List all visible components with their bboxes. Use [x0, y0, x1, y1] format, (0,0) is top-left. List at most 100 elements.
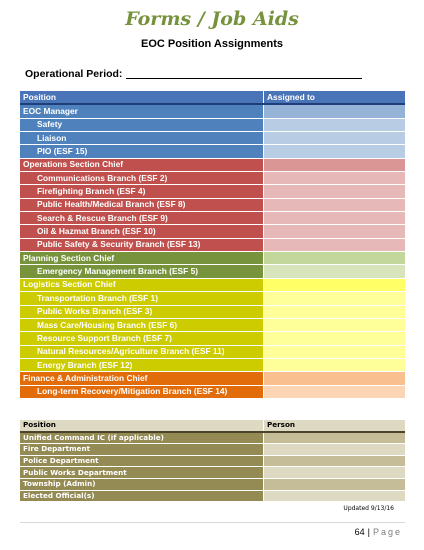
column-header-person: Person	[263, 420, 405, 433]
position-name: Planning Section Chief	[20, 251, 264, 266]
table-header-row: Position Assigned to	[20, 91, 405, 106]
person-cell[interactable]	[263, 455, 405, 468]
position-name: Public Safety & Security Branch (ESF 13)	[20, 238, 264, 253]
page-number: 64 | Page	[355, 527, 402, 537]
position-name: Unified Command IC (if applicable)	[20, 431, 264, 445]
table-row: Transportation Branch (ESF 1)	[20, 291, 405, 306]
table-row: Mass Care/Housing Branch (ESF 6)	[20, 318, 405, 333]
table-row: Logistics Section Chief	[20, 278, 405, 293]
position-name: EOC Manager	[20, 104, 264, 119]
table-row: Communications Branch (ESF 2)	[20, 171, 405, 186]
assigned-to-cell[interactable]	[263, 224, 405, 239]
table-row: Police Department	[20, 455, 405, 468]
column-header-position: Position	[20, 91, 264, 106]
position-name: Emergency Management Branch (ESF 5)	[20, 264, 264, 279]
operational-period-field[interactable]	[126, 78, 363, 79]
assigned-to-cell[interactable]	[263, 171, 405, 186]
table-row: Natural Resources/Agriculture Branch (ES…	[20, 345, 405, 359]
position-name: Firefighting Branch (ESF 4)	[20, 184, 264, 199]
assigned-to-cell[interactable]	[263, 104, 405, 119]
position-name: Resource Support Branch (ESF 7)	[20, 331, 264, 346]
table-row: Resource Support Branch (ESF 7)	[20, 331, 405, 346]
table-header-row: Position Person	[20, 420, 405, 433]
page-separator: |	[367, 527, 370, 537]
table-row: Public Works Branch (ESF 3)	[20, 305, 405, 319]
assigned-to-cell[interactable]	[263, 318, 405, 333]
assigned-to-cell[interactable]	[263, 345, 405, 359]
table-row: PIO (ESF 15)	[20, 144, 405, 159]
position-name: Elected Official(s)	[20, 490, 264, 503]
person-cell[interactable]	[263, 431, 405, 445]
assigned-to-cell[interactable]	[263, 331, 405, 346]
assigned-to-cell[interactable]	[263, 371, 405, 386]
position-name: Fire Department	[20, 443, 264, 456]
position-name: Natural Resources/Agriculture Branch (ES…	[20, 345, 264, 359]
page-title: Forms / Job Aids	[125, 8, 299, 30]
table-row: Liaison	[20, 131, 405, 146]
assigned-to-cell[interactable]	[263, 198, 405, 213]
person-cell[interactable]	[263, 478, 405, 491]
table-row: Public Works Department	[20, 466, 405, 479]
assigned-to-cell[interactable]	[263, 211, 405, 226]
table-row: Oil & Hazmat Branch (ESF 10)	[20, 224, 405, 239]
table-row: Public Health/Medical Branch (ESF 8)	[20, 198, 405, 213]
assigned-to-cell[interactable]	[263, 278, 405, 293]
table-row: EOC Manager	[20, 104, 405, 119]
position-name: Search & Rescue Branch (ESF 9)	[20, 211, 264, 226]
assigned-to-cell[interactable]	[263, 358, 405, 373]
table-row: Search & Rescue Branch (ESF 9)	[20, 211, 405, 226]
column-header-position: Position	[20, 420, 264, 433]
position-name: Public Works Branch (ESF 3)	[20, 305, 264, 319]
position-name: Oil & Hazmat Branch (ESF 10)	[20, 224, 264, 239]
table-row: Operations Section Chief	[20, 158, 405, 173]
person-cell[interactable]	[263, 490, 405, 503]
person-cell[interactable]	[263, 443, 405, 456]
assigned-to-cell[interactable]	[263, 131, 405, 146]
unified-command-table: Position Person Unified Command IC (if a…	[20, 420, 405, 503]
table-row: Planning Section Chief	[20, 251, 405, 266]
table-row: Safety	[20, 118, 405, 133]
table-row: Firefighting Branch (ESF 4)	[20, 184, 405, 199]
assigned-to-cell[interactable]	[263, 158, 405, 173]
person-cell[interactable]	[263, 466, 405, 479]
assigned-to-cell[interactable]	[263, 291, 405, 306]
position-name: Logistics Section Chief	[20, 278, 264, 293]
operational-period-label: Operational Period:	[25, 68, 123, 80]
assigned-to-cell[interactable]	[263, 118, 405, 133]
page-subtitle: EOC Position Assignments	[140, 38, 283, 50]
position-name: Mass Care/Housing Branch (ESF 6)	[20, 318, 264, 333]
assigned-to-cell[interactable]	[263, 184, 405, 199]
position-name: PIO (ESF 15)	[20, 144, 264, 159]
position-name: Finance & Administration Chief	[20, 371, 264, 386]
position-name: Long-term Recovery/Mitigation Branch (ES…	[20, 385, 264, 399]
table-row: Unified Command IC (if applicable)	[20, 431, 405, 445]
assigned-to-cell[interactable]	[263, 264, 405, 279]
position-assignments-table: Position Assigned to EOC Manager Safety Li…	[20, 91, 405, 399]
assigned-to-cell[interactable]	[263, 305, 405, 319]
table-row: Elected Official(s)	[20, 490, 405, 503]
updated-date: Updated 9/13/16	[343, 505, 394, 512]
table-row: Energy Branch (ESF 12)	[20, 358, 405, 373]
position-name: Safety	[20, 118, 264, 133]
position-name: Township (Admin)	[20, 478, 264, 491]
operational-period: Operational Period:	[25, 68, 363, 80]
table-row: Township (Admin)	[20, 478, 405, 491]
position-name: Police Department	[20, 455, 264, 468]
page-label: Page	[372, 527, 402, 537]
assigned-to-cell[interactable]	[263, 144, 405, 159]
position-name: Liaison	[20, 131, 264, 146]
page-number-value: 64	[354, 527, 365, 537]
position-name: Transportation Branch (ESF 1)	[20, 291, 264, 306]
assigned-to-cell[interactable]	[263, 251, 405, 266]
position-name: Public Health/Medical Branch (ESF 8)	[20, 198, 264, 213]
position-name: Communications Branch (ESF 2)	[20, 171, 264, 186]
position-name: Energy Branch (ESF 12)	[20, 358, 264, 373]
position-name: Public Works Department	[20, 466, 264, 479]
assigned-to-cell[interactable]	[263, 238, 405, 253]
table-row: Long-term Recovery/Mitigation Branch (ES…	[20, 385, 405, 399]
assigned-to-cell[interactable]	[263, 385, 405, 399]
table-row: Finance & Administration Chief	[20, 371, 405, 386]
footer-divider	[20, 522, 405, 523]
table-row: Public Safety & Security Branch (ESF 13)	[20, 238, 405, 253]
position-name: Operations Section Chief	[20, 158, 264, 173]
